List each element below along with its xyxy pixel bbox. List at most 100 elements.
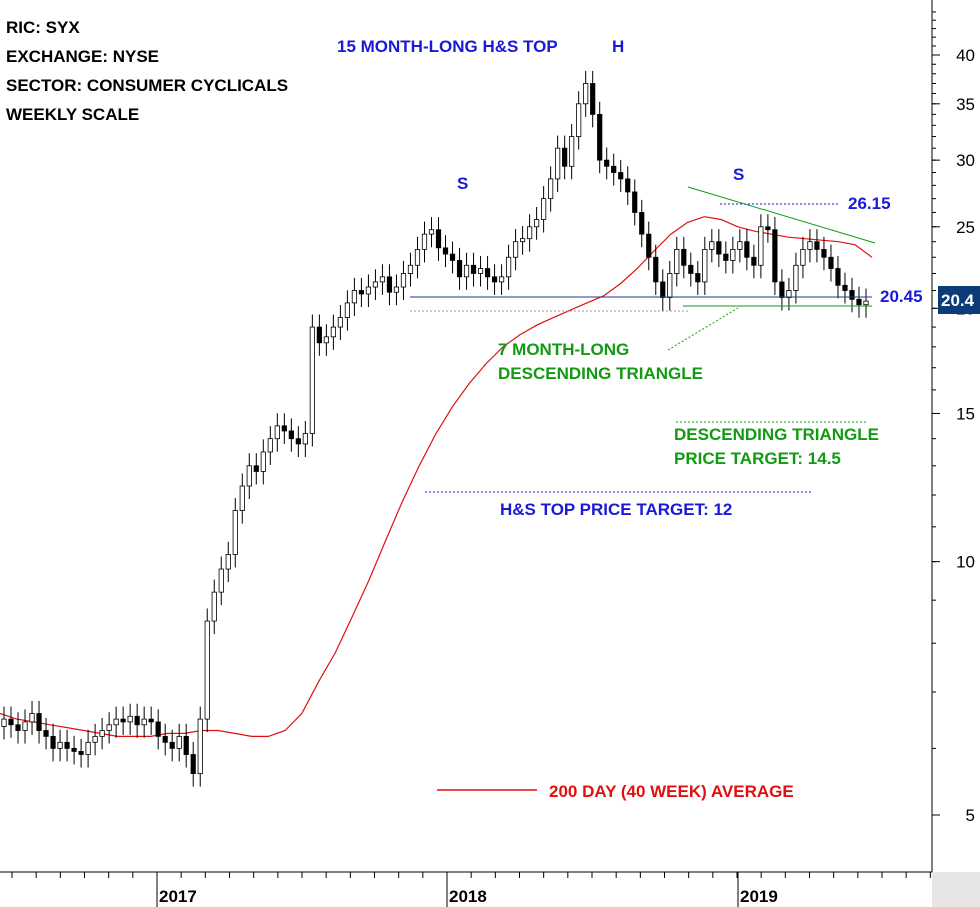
- candle-body: [176, 735, 182, 749]
- candle-body: [667, 273, 673, 298]
- candle-body: [267, 438, 273, 453]
- candle-body: [414, 248, 421, 266]
- x-tick-label: 2019: [740, 887, 778, 906]
- candle-body: [316, 326, 322, 344]
- candle-body: [372, 281, 379, 288]
- candle-body: [449, 253, 456, 261]
- scale-label: WEEKLY SCALE: [6, 105, 139, 124]
- y-tick-label: 10: [956, 553, 975, 572]
- candle-body: [428, 229, 435, 235]
- candle-body: [765, 226, 771, 231]
- y-tick-label: 25: [956, 218, 975, 237]
- y-tick-label: 15: [956, 404, 975, 423]
- candle-body: [456, 260, 463, 278]
- triangle-upper-line: [687, 186, 876, 244]
- candle-body: [8, 718, 14, 726]
- candle-body: [71, 747, 77, 752]
- candle-body: [204, 620, 210, 720]
- candle-body: [232, 510, 238, 555]
- candle-body: [246, 465, 252, 487]
- candle-body: [302, 433, 308, 445]
- y-tick-label: 40: [956, 46, 975, 65]
- candle-body: [849, 290, 855, 300]
- candle-body: [211, 591, 217, 622]
- candle-body: [505, 256, 512, 278]
- triangle-target-label-1: DESCENDING TRIANGLE: [674, 425, 879, 444]
- candle-body: [288, 430, 294, 440]
- candle-body: [555, 147, 561, 180]
- candle-body: [134, 715, 140, 726]
- candle-body: [92, 735, 98, 743]
- candle-body: [842, 284, 848, 291]
- candle-body: [786, 290, 792, 298]
- candle-body: [379, 276, 386, 283]
- candle-body: [85, 741, 91, 755]
- last-price-value: 20.4: [941, 291, 975, 310]
- candle-body: [120, 718, 126, 723]
- candle-body: [183, 735, 189, 755]
- candle-body: [723, 253, 729, 261]
- candle-body: [386, 276, 393, 293]
- candle-body: [351, 290, 358, 304]
- moving-average-line: [0, 216, 873, 738]
- candle-body: [323, 336, 329, 344]
- candle-body: [793, 264, 799, 291]
- candle-body: [590, 83, 596, 115]
- candle-body: [218, 568, 224, 593]
- candle-body: [632, 191, 638, 213]
- hs-target-label: H&S TOP PRICE TARGET: 12: [500, 500, 732, 519]
- candle-body: [744, 241, 750, 258]
- candle-body: [435, 229, 442, 249]
- left-shoulder-label: S: [457, 174, 468, 193]
- candle-body: [681, 248, 687, 266]
- resistance-value: 26.15: [848, 194, 891, 213]
- candle-body: [1, 718, 7, 727]
- candle-body: [365, 286, 372, 295]
- candle-body: [253, 465, 259, 472]
- candle-body: [716, 241, 722, 255]
- candle-body: [260, 451, 266, 472]
- candle-body: [660, 281, 666, 298]
- candle-body: [148, 718, 154, 723]
- exchange-label: EXCHANGE: NYSE: [6, 47, 159, 66]
- candle-body: [162, 735, 168, 743]
- candle-body: [225, 554, 231, 570]
- triangle-label-1: 7 MONTH-LONG: [498, 340, 629, 359]
- candle-body: [702, 248, 708, 283]
- candlestick-series: [1, 70, 869, 787]
- candle-body: [576, 103, 582, 137]
- candle-body: [169, 741, 175, 749]
- triangle-target-label-2: PRICE TARGET: 14.5: [674, 449, 841, 468]
- candle-body: [106, 724, 112, 731]
- candle-body: [127, 715, 133, 723]
- candle-body: [477, 268, 484, 274]
- candle-body: [463, 264, 470, 278]
- ric-label: RIC: SYX: [6, 18, 80, 37]
- candle-body: [239, 485, 245, 511]
- candle-body: [569, 136, 575, 167]
- candle-body: [541, 198, 547, 220]
- y-axis: 510152025303540: [932, 11, 975, 825]
- candle-body: [190, 754, 196, 774]
- x-axis: 2017 2018 2019: [11, 872, 931, 907]
- candle-body: [36, 713, 42, 731]
- candle-body: [337, 317, 343, 328]
- candle-body: [821, 248, 827, 258]
- candle-body: [604, 159, 610, 167]
- candle-body: [484, 268, 491, 278]
- candle-body: [520, 238, 526, 243]
- candle-body: [29, 713, 35, 723]
- candle-body: [548, 178, 554, 200]
- candle-body: [611, 165, 617, 173]
- candle-body: [688, 264, 694, 274]
- triangle-label-2: DESCENDING TRIANGLE: [498, 364, 703, 383]
- candle-body: [772, 229, 778, 283]
- candle-body: [856, 298, 862, 306]
- candle-body: [828, 256, 834, 269]
- candle-body: [470, 264, 477, 274]
- candle-body: [814, 241, 820, 250]
- y-tick-label: 35: [956, 95, 975, 114]
- candle-body: [527, 226, 533, 240]
- support-value: 20.45: [880, 287, 923, 306]
- candle-body: [674, 248, 680, 274]
